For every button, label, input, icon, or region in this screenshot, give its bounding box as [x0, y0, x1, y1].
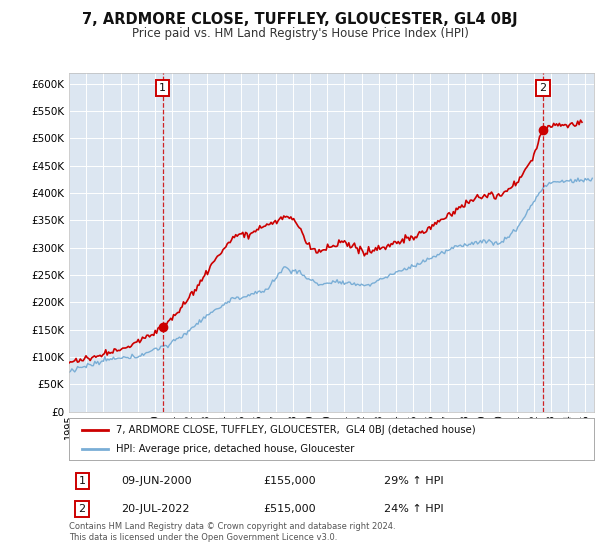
Text: 2: 2	[79, 504, 86, 514]
Text: HPI: Average price, detached house, Gloucester: HPI: Average price, detached house, Glou…	[116, 444, 355, 454]
Text: 29% ↑ HPI: 29% ↑ HPI	[384, 476, 443, 486]
Text: Price paid vs. HM Land Registry's House Price Index (HPI): Price paid vs. HM Land Registry's House …	[131, 27, 469, 40]
Text: 1: 1	[159, 83, 166, 93]
Text: 24% ↑ HPI: 24% ↑ HPI	[384, 504, 443, 514]
Text: This data is licensed under the Open Government Licence v3.0.: This data is licensed under the Open Gov…	[69, 533, 337, 542]
Text: Contains HM Land Registry data © Crown copyright and database right 2024.: Contains HM Land Registry data © Crown c…	[69, 522, 395, 531]
Text: 2: 2	[539, 83, 547, 93]
Text: 7, ARDMORE CLOSE, TUFFLEY, GLOUCESTER, GL4 0BJ: 7, ARDMORE CLOSE, TUFFLEY, GLOUCESTER, G…	[82, 12, 518, 27]
Text: 09-JUN-2000: 09-JUN-2000	[121, 476, 192, 486]
Text: £515,000: £515,000	[263, 504, 316, 514]
Text: 20-JUL-2022: 20-JUL-2022	[121, 504, 190, 514]
Text: £155,000: £155,000	[263, 476, 316, 486]
Text: 1: 1	[79, 476, 86, 486]
Text: 7, ARDMORE CLOSE, TUFFLEY, GLOUCESTER,  GL4 0BJ (detached house): 7, ARDMORE CLOSE, TUFFLEY, GLOUCESTER, G…	[116, 424, 476, 435]
